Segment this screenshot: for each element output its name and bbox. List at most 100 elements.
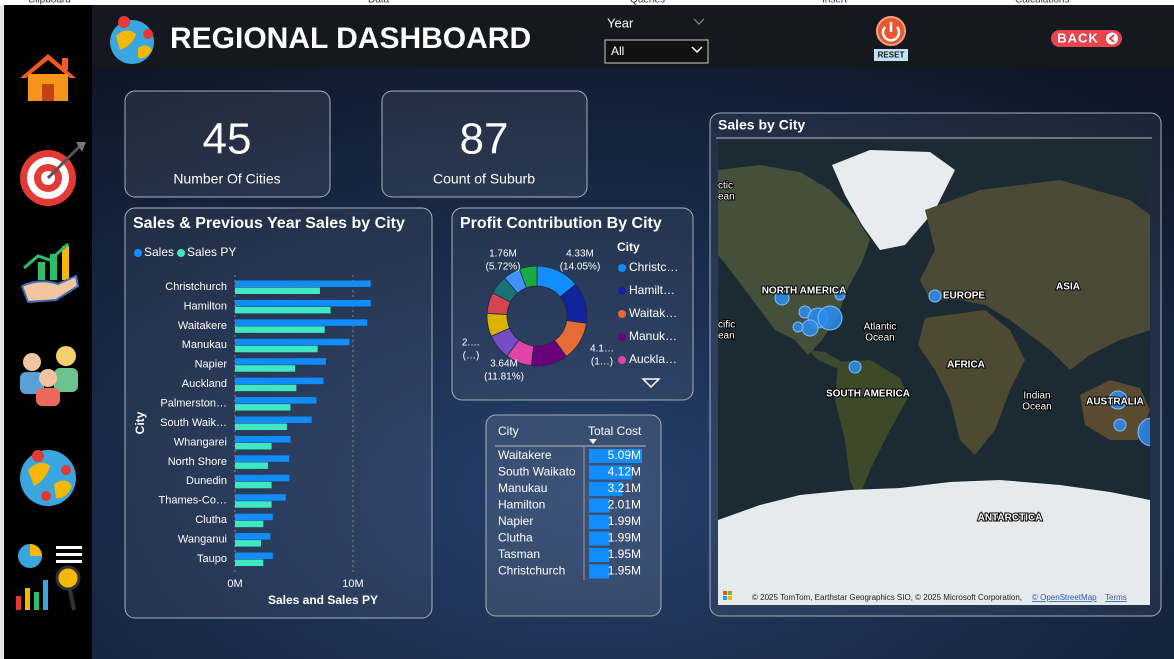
- sidebar-edge: [0, 5, 4, 659]
- target-icon[interactable]: [20, 142, 86, 206]
- y-tick-label: Whangarei: [174, 436, 227, 448]
- donut-title: Profit Contribution By City: [460, 215, 662, 232]
- data-label: (…): [463, 351, 480, 362]
- continent-label: EUROPE: [943, 291, 986, 302]
- legend-label: Hamilt…: [629, 283, 675, 297]
- legend-label: Waitak…: [629, 306, 677, 320]
- growth-icon[interactable]: [20, 242, 80, 304]
- y-axis-title: City: [133, 411, 147, 434]
- sidebar: [0, 5, 92, 659]
- ribbon-label: Data: [368, 0, 390, 6]
- ribbon-label: Queries: [630, 0, 665, 6]
- data-label: 3.64M: [490, 359, 518, 370]
- table-cell: 3.21M: [608, 481, 641, 495]
- map-bubbles[interactable]: [774, 289, 1166, 447]
- bar: [235, 481, 272, 489]
- y-tick-label: Palmerston…: [160, 397, 227, 409]
- y-tick-label: Wanganui: [178, 533, 227, 545]
- donut-chart: 4.33M (14.05%) 4.1… (1…) 3.64M (11.81%) 2.… (…)…: [462, 249, 679, 383]
- data-label: (1…): [591, 357, 613, 368]
- bar: [235, 462, 269, 469]
- legend-marker: [618, 356, 626, 364]
- ribbon-label: Insert: [822, 0, 847, 6]
- bar: [235, 540, 261, 547]
- data-bar: [589, 482, 623, 496]
- back-button[interactable]: BACK: [1051, 30, 1122, 47]
- data-label: (5.72%): [485, 262, 520, 273]
- bar-title: Sales & Previous Year Sales by City: [133, 215, 405, 232]
- bar: [235, 358, 326, 365]
- data-bar: [589, 548, 610, 562]
- table-cell: Manukau: [498, 481, 547, 495]
- ocean-label: ean: [718, 331, 735, 342]
- legend-marker: [618, 310, 626, 318]
- legend-marker: [177, 249, 185, 257]
- legend-marker: [618, 333, 626, 341]
- ocean-label: Indian: [1023, 391, 1050, 402]
- legend-label: Sales PY: [187, 245, 236, 259]
- table-cell: Clutha: [498, 531, 533, 545]
- map-link[interactable]: © OpenStreetMap: [1032, 593, 1097, 602]
- back-label: BACK: [1057, 30, 1099, 45]
- ocean-label: Ocean: [1022, 402, 1051, 413]
- y-tick-label: Hamilton: [184, 300, 227, 312]
- bar: [235, 520, 264, 528]
- home-icon[interactable]: [20, 54, 76, 101]
- bar: [235, 501, 272, 508]
- card: [124, 90, 331, 198]
- legend-marker: [618, 287, 626, 295]
- legend-more[interactable]: [641, 378, 661, 389]
- bar: [235, 423, 287, 431]
- ribbon-label: Clipboard: [28, 0, 71, 6]
- ocean-label: Atlantic: [864, 322, 897, 333]
- data-label: 4.1…: [590, 344, 614, 355]
- bar: [235, 442, 272, 450]
- legend-marker: [134, 249, 142, 257]
- year-chevron: [693, 18, 705, 25]
- y-tick-label: Napier: [195, 359, 228, 371]
- globe-icon[interactable]: [20, 450, 76, 506]
- bar: [235, 552, 273, 560]
- bar: [235, 404, 291, 411]
- data-bar: [589, 449, 642, 463]
- data-label: 4.33M: [566, 249, 594, 260]
- data-bar: [589, 531, 610, 546]
- table-header: City: [498, 424, 519, 438]
- x-tick-label: 0M: [227, 578, 242, 590]
- map-attribution: © 2025 TomTom, Earthstar Geographics SIO…: [752, 593, 1022, 602]
- table-cell: Waitakere: [498, 448, 552, 462]
- map-title: Sales by City: [718, 117, 805, 133]
- card: [381, 90, 588, 198]
- bar: [235, 280, 371, 287]
- card-value: 45: [203, 115, 252, 164]
- y-tick-label: Waitakere: [178, 320, 227, 332]
- dropdown-chevron: [691, 46, 703, 54]
- data-label: 1.76M: [489, 249, 517, 260]
- table-cell: Hamilton: [498, 498, 545, 512]
- ocean-label: cific: [718, 320, 735, 331]
- data-bar: [589, 498, 610, 513]
- continent-label: NORTH AMERICA: [762, 286, 847, 297]
- bar: [235, 559, 264, 567]
- reset-button[interactable]: RESET: [874, 16, 908, 61]
- bar-chart: Sales Sales PY 0M 10M Christchurch Hamilton Wa…: [134, 245, 371, 590]
- bar: [235, 474, 290, 482]
- bar: [235, 533, 271, 540]
- ribbon-label: Calculations: [1015, 0, 1069, 6]
- data-label: (14.05%): [560, 262, 601, 273]
- table-cell: Napier: [498, 514, 533, 528]
- table-cell: 1.95M: [608, 564, 641, 578]
- analytics-icon[interactable]: [16, 544, 82, 611]
- ocean-label: Ocean: [865, 333, 894, 344]
- year-dropdown[interactable]: [604, 39, 709, 64]
- bar: [235, 435, 291, 443]
- ribbon-strip: [0, 0, 1174, 5]
- data-bar: [589, 564, 610, 579]
- bar: [235, 513, 273, 521]
- continent-label: AFRICA: [947, 360, 985, 371]
- data-bar: [589, 515, 610, 529]
- people-icon[interactable]: [20, 346, 78, 406]
- y-tick-label: Manukau: [182, 339, 227, 351]
- map-link[interactable]: Terms: [1105, 593, 1127, 602]
- map-labels: NORTH AMERICA EUROPE ASIA AFRICA SOUTH AMERI…: [718, 180, 1145, 525]
